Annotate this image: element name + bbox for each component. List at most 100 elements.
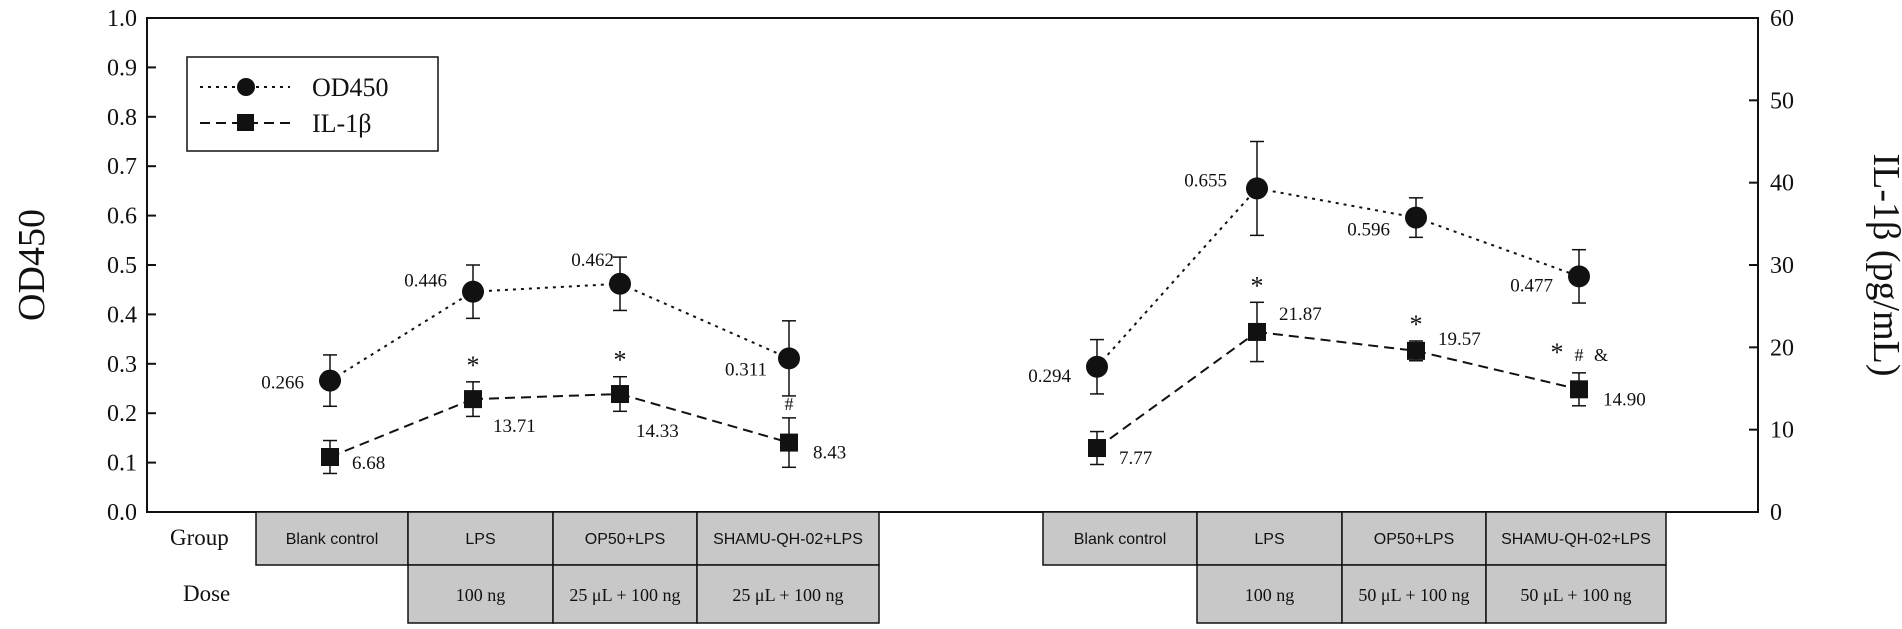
il1b-point (464, 390, 482, 409)
od450-data-label: 0.294 (1028, 366, 1071, 387)
legend: OD450 IL-1β (186, 56, 439, 152)
il1b-point (780, 433, 798, 452)
left-tick-label: 0.2 (107, 401, 137, 427)
left-tick-label: 0.7 (107, 154, 137, 180)
right-tick-label: 20 (1770, 335, 1794, 361)
left-axis-title: OD450 (11, 209, 53, 321)
right-tick-label: 10 (1770, 418, 1794, 444)
od450-data-label: 0.596 (1347, 220, 1390, 241)
group-cell (255, 511, 409, 566)
il1b-line-segment (1415, 349, 1580, 391)
group-cell (1341, 511, 1487, 566)
dose-cell-label: 100 ng (1245, 585, 1295, 605)
dose-cell (1485, 564, 1667, 624)
dose-cell-label: 25 μL + 100 ng (732, 585, 843, 605)
od450-line-segment (472, 282, 621, 293)
table-row-title-dose: Dose (183, 581, 230, 606)
od450-point (1405, 206, 1427, 229)
significance-marker: # (785, 394, 794, 414)
il1b-data-label: 14.90 (1603, 389, 1646, 410)
right-y-axis: 0 10 20 30 40 50 60 (1749, 6, 1794, 526)
left-tick-label: 0.6 (107, 204, 137, 230)
group-cell-label: LPS (1254, 531, 1284, 548)
il1b-line-segment (1256, 330, 1417, 352)
left-y-axis: 0.0 0.1 0.2 0.3 0.4 0.5 0.6 0.7 0.8 0.9 1.0 (107, 6, 156, 526)
group-cell-label: SHAMU-QH-02+LPS (713, 531, 863, 548)
legend-od450-marker (237, 78, 255, 96)
il1b-line-segment (619, 393, 790, 444)
il1b-data-label: 13.71 (493, 416, 536, 437)
il1b-point (1088, 439, 1106, 458)
table-row-title-group: Group (170, 525, 229, 550)
left-tick-label: 1.0 (107, 6, 137, 32)
significance-marker: * (467, 351, 480, 380)
od450-data-label: 0.266 (261, 373, 304, 394)
group-cell-label: OP50+LPS (1374, 531, 1455, 548)
left-tick-label: 0.1 (107, 451, 137, 477)
od450-line-segment (329, 290, 474, 382)
il1b-line-segment (329, 398, 474, 458)
group-dose-table: Group Dose Blank control LPS 100 ng OP50+LP… (170, 511, 1667, 624)
legend-il1b-marker (237, 114, 254, 131)
dose-cell (407, 564, 554, 624)
significance-marker: * (1551, 338, 1564, 367)
il1b-point (1407, 341, 1425, 360)
dose-cell (1341, 564, 1487, 624)
legend-od450-label: OD450 (312, 73, 389, 102)
significance-marker: * (1251, 271, 1264, 300)
right-tick-label: 50 (1770, 88, 1794, 114)
right-tick-label: 60 (1770, 6, 1794, 32)
group-cell-label: Blank control (286, 531, 379, 548)
od450-data-label: 0.311 (725, 359, 767, 380)
od450-line-segment (1415, 216, 1580, 278)
group-cell-label: Blank control (1074, 531, 1167, 548)
od450-point (319, 369, 341, 392)
il1b-data-label: 14.33 (636, 421, 679, 442)
right-tick-label: 0 (1770, 500, 1782, 526)
od450-data-label: 0.462 (571, 250, 614, 271)
od450-data-label: 0.655 (1184, 170, 1227, 191)
od450-point (609, 272, 631, 295)
od450-data-label: 0.477 (1510, 275, 1553, 296)
il1b-data-label: 19.57 (1438, 329, 1481, 350)
group-cell (552, 511, 698, 566)
il1b-data-label: 8.43 (813, 443, 846, 464)
significance-marker: & (1594, 345, 1608, 365)
il1b-data-label: 21.87 (1279, 304, 1322, 325)
dose-cell-label: 50 μL + 100 ng (1358, 585, 1469, 605)
il1b-point (1248, 322, 1266, 341)
il1b-point (1570, 380, 1588, 399)
significance-marker: # (1575, 345, 1584, 365)
od450-data-label: 0.446 (404, 271, 447, 292)
group-cell-label: SHAMU-QH-02+LPS (1501, 531, 1651, 548)
series-layer: 0.266 0.446 0.462 0.311 6.68 13.71 * 14.33 * 8.43… (261, 140, 1646, 475)
left-tick-label: 0.3 (107, 352, 137, 378)
left-tick-label: 0.0 (107, 500, 137, 526)
od450-point (1086, 355, 1108, 378)
od450-point (1246, 177, 1268, 200)
dose-cell (1196, 564, 1343, 624)
il1b-line-segment (1096, 331, 1258, 449)
od450-line-segment (1256, 187, 1417, 219)
od450-line-segment (1096, 187, 1258, 368)
left-tick-label: 0.4 (107, 302, 137, 328)
od450-point (1568, 265, 1590, 288)
significance-marker: * (614, 346, 627, 375)
significance-marker: * (1410, 310, 1423, 339)
od450-point (778, 347, 800, 370)
group-cell (1042, 511, 1198, 566)
il1b-data-label: 6.68 (352, 453, 385, 474)
legend-box (186, 56, 439, 152)
il1b-data-label: 7.77 (1119, 448, 1152, 469)
group-cell-label: OP50+LPS (585, 531, 666, 548)
dose-cell (696, 564, 880, 624)
left-tick-label: 0.5 (107, 253, 137, 279)
od450-line-segment (619, 282, 790, 360)
il1b-point (611, 385, 629, 404)
od450-point (462, 280, 484, 303)
right-axis-title: IL-1β (pg/mL) (1865, 154, 1902, 377)
il1b-line-segment (472, 393, 621, 401)
dose-cell-label: 50 μL + 100 ng (1520, 585, 1631, 605)
left-tick-label: 0.9 (107, 55, 137, 81)
